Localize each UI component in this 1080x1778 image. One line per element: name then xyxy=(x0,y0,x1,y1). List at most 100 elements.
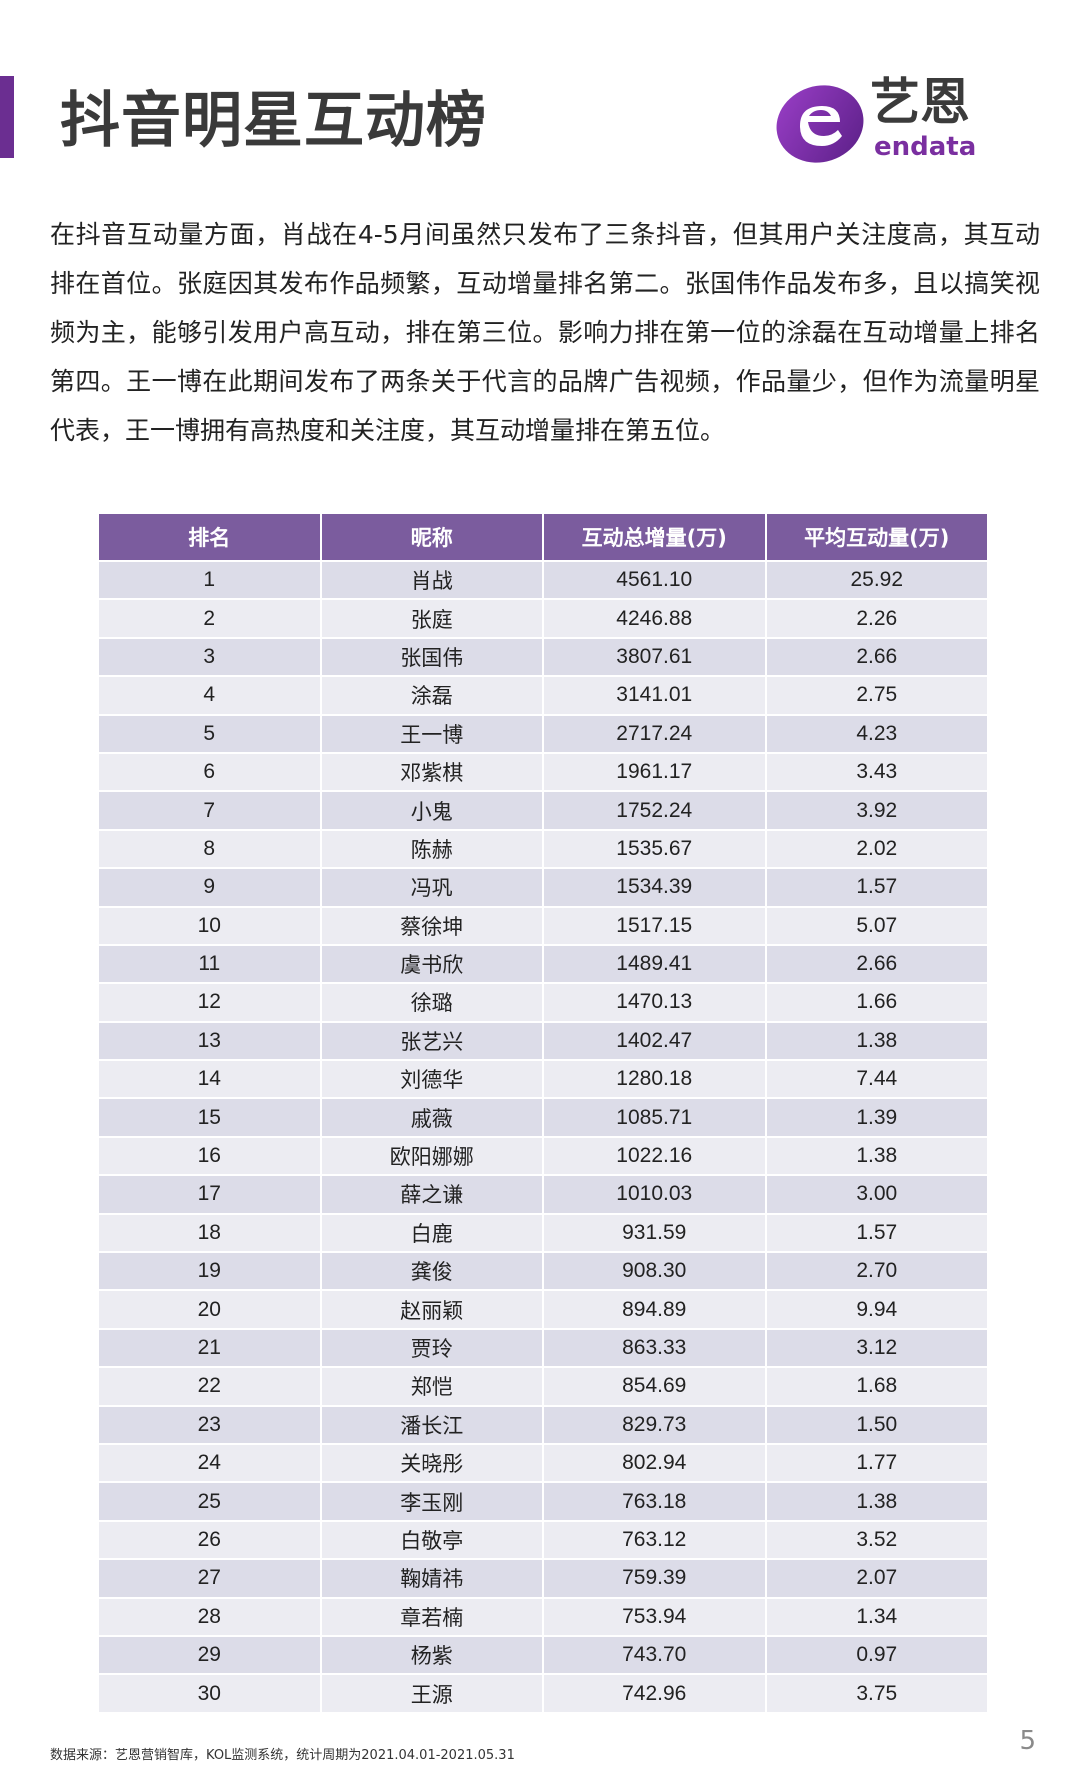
cell-total-interaction: 763.18 xyxy=(544,1483,765,1520)
cell-total-interaction: 4561.10 xyxy=(544,562,765,599)
cell-rank: 8 xyxy=(99,830,320,868)
title-accent-bar xyxy=(0,76,14,158)
page-number: 5 xyxy=(1019,1726,1036,1756)
table-row: 2 张庭 4246.88 2.26 xyxy=(99,600,987,637)
cell-total-interaction: 1010.03 xyxy=(544,1176,765,1213)
cell-rank: 25 xyxy=(99,1483,320,1520)
cell-total-interaction: 908.30 xyxy=(544,1253,765,1290)
table-row: 18 白鹿 931.59 1.57 xyxy=(99,1214,987,1252)
cell-nickname: 虞书欣 xyxy=(321,945,542,983)
table-row: 13 张艺兴 1402.47 1.38 xyxy=(99,1022,987,1060)
cell-average-interaction: 1.38 xyxy=(766,1137,987,1175)
table-row: 21 贾玲 863.33 3.12 xyxy=(99,1329,987,1367)
cell-total-interaction: 763.12 xyxy=(544,1521,765,1559)
ranking-table-container: 排名 昵称 互动总增量(万) 平均互动量(万) 1 肖战 4561.10 25.92 2… xyxy=(99,512,987,1714)
table-row: 24 关晓彤 802.94 1.77 xyxy=(99,1444,987,1482)
cell-total-interaction: 3807.61 xyxy=(544,638,765,676)
cell-average-interaction: 1.38 xyxy=(766,1022,987,1060)
cell-average-interaction: 2.75 xyxy=(766,677,987,714)
header-nickname: 昵称 xyxy=(321,514,542,560)
cell-nickname: 白敬亭 xyxy=(321,1521,542,1559)
cell-nickname: 王一博 xyxy=(321,715,542,752)
cell-average-interaction: 1.57 xyxy=(766,1214,987,1252)
cell-total-interaction: 1402.47 xyxy=(544,1022,765,1060)
data-source-note: 数据来源：艺恩营销智库，KOL监测系统，统计周期为2021.04.01-2021… xyxy=(50,1748,515,1763)
cell-nickname: 戚薇 xyxy=(321,1099,542,1136)
cell-nickname: 鞠婧祎 xyxy=(321,1560,542,1597)
intro-paragraph: 在抖音互动量方面，肖战在4-5月间虽然只发布了三条抖音，但其用户关注度高，其互动… xyxy=(50,220,1040,445)
cell-rank: 4 xyxy=(99,677,320,714)
table-row: 20 赵丽颖 894.89 9.94 xyxy=(99,1291,987,1328)
cell-nickname: 贾玲 xyxy=(321,1329,542,1367)
cell-nickname: 欧阳娜娜 xyxy=(321,1137,542,1175)
table-row: 27 鞠婧祎 759.39 2.07 xyxy=(99,1560,987,1597)
cell-rank: 3 xyxy=(99,638,320,676)
cell-total-interaction: 894.89 xyxy=(544,1291,765,1328)
table-row: 10 蔡徐坤 1517.15 5.07 xyxy=(99,907,987,944)
cell-rank: 11 xyxy=(99,945,320,983)
cell-average-interaction: 3.43 xyxy=(766,753,987,791)
cell-average-interaction: 2.66 xyxy=(766,638,987,676)
cell-total-interaction: 1470.13 xyxy=(544,984,765,1021)
cell-nickname: 潘长江 xyxy=(321,1406,542,1443)
endata-logo-icon xyxy=(776,85,864,163)
header-total-interaction: 互动总增量(万) xyxy=(544,514,765,560)
cell-total-interaction: 1961.17 xyxy=(544,753,765,791)
cell-rank: 5 xyxy=(99,715,320,752)
cell-rank: 26 xyxy=(99,1521,320,1559)
cell-rank: 13 xyxy=(99,1022,320,1060)
table-row: 28 章若楠 753.94 1.34 xyxy=(99,1598,987,1635)
table-row: 30 王源 742.96 3.75 xyxy=(99,1675,987,1712)
cell-total-interaction: 1535.67 xyxy=(544,830,765,868)
cell-rank: 30 xyxy=(99,1675,320,1712)
cell-rank: 19 xyxy=(99,1253,320,1290)
cell-average-interaction: 7.44 xyxy=(766,1061,987,1098)
cell-nickname: 张庭 xyxy=(321,600,542,637)
cell-rank: 17 xyxy=(99,1176,320,1213)
table-row: 3 张国伟 3807.61 2.66 xyxy=(99,638,987,676)
cell-average-interaction: 25.92 xyxy=(766,562,987,599)
table-row: 7 小鬼 1752.24 3.92 xyxy=(99,792,987,829)
cell-total-interaction: 1752.24 xyxy=(544,792,765,829)
cell-rank: 21 xyxy=(99,1329,320,1367)
cell-total-interaction: 2717.24 xyxy=(544,715,765,752)
cell-average-interaction: 4.23 xyxy=(766,715,987,752)
cell-total-interaction: 1534.39 xyxy=(544,869,765,906)
cell-average-interaction: 1.66 xyxy=(766,984,987,1021)
cell-nickname: 刘德华 xyxy=(321,1061,542,1098)
cell-average-interaction: 1.50 xyxy=(766,1406,987,1443)
cell-nickname: 肖战 xyxy=(321,562,542,599)
cell-average-interaction: 3.92 xyxy=(766,792,987,829)
table-header-row: 排名 昵称 互动总增量(万) 平均互动量(万) xyxy=(99,514,987,560)
table-body: 1 肖战 4561.10 25.92 2 张庭 4246.88 2.26 3 张国伟 3807.61… xyxy=(99,562,987,1712)
cell-nickname: 涂磊 xyxy=(321,677,542,714)
cell-average-interaction: 1.34 xyxy=(766,1598,987,1635)
cell-rank: 20 xyxy=(99,1291,320,1328)
cell-total-interaction: 1085.71 xyxy=(544,1099,765,1136)
cell-rank: 10 xyxy=(99,907,320,944)
cell-rank: 24 xyxy=(99,1444,320,1482)
cell-total-interaction: 931.59 xyxy=(544,1214,765,1252)
table-row: 15 戚薇 1085.71 1.39 xyxy=(99,1099,987,1136)
cell-total-interaction: 3141.01 xyxy=(544,677,765,714)
cell-total-interaction: 863.33 xyxy=(544,1329,765,1367)
cell-total-interaction: 829.73 xyxy=(544,1406,765,1443)
cell-nickname: 李玉刚 xyxy=(321,1483,542,1520)
cell-average-interaction: 1.77 xyxy=(766,1444,987,1482)
endata-logo: 艺恩 endata xyxy=(770,70,1010,170)
cell-rank: 9 xyxy=(99,869,320,906)
cell-nickname: 徐璐 xyxy=(321,984,542,1021)
table-row: 26 白敬亭 763.12 3.52 xyxy=(99,1521,987,1559)
cell-average-interaction: 2.70 xyxy=(766,1253,987,1290)
cell-rank: 15 xyxy=(99,1099,320,1136)
table-row: 25 李玉刚 763.18 1.38 xyxy=(99,1483,987,1520)
cell-nickname: 邓紫棋 xyxy=(321,753,542,791)
header-rank: 排名 xyxy=(99,514,320,560)
cell-average-interaction: 2.66 xyxy=(766,945,987,983)
cell-nickname: 龚俊 xyxy=(321,1253,542,1290)
cell-nickname: 薛之谦 xyxy=(321,1176,542,1213)
cell-total-interaction: 743.70 xyxy=(544,1636,765,1674)
table-row: 11 虞书欣 1489.41 2.66 xyxy=(99,945,987,983)
cell-rank: 27 xyxy=(99,1560,320,1597)
cell-nickname: 杨紫 xyxy=(321,1636,542,1674)
